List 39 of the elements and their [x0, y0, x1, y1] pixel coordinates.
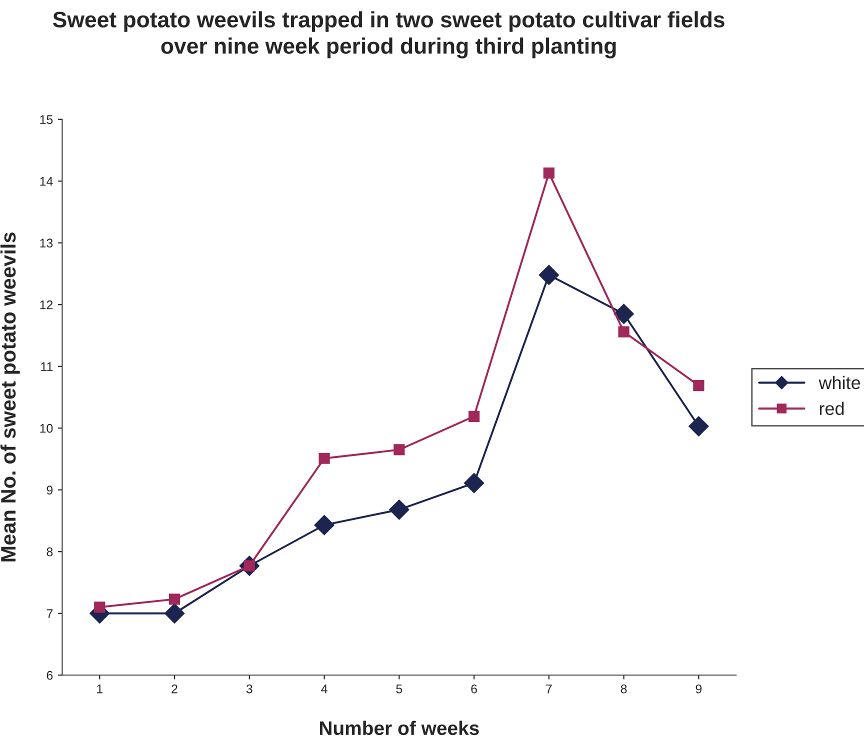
legend-label: white	[818, 376, 860, 390]
y-tick-label: 14	[40, 177, 53, 186]
point	[543, 168, 554, 179]
y-tick-label: 9	[46, 486, 53, 495]
point	[394, 444, 405, 456]
point	[464, 473, 484, 494]
x-tick-label: 7	[546, 684, 552, 694]
point	[614, 304, 634, 324]
y-axis-title: Mean No. of sweet potato weevils	[0, 232, 20, 562]
y-tick-label: 7	[46, 609, 53, 618]
x-tick-label: 3	[246, 684, 252, 694]
point	[389, 500, 410, 520]
y-tick-label: 11	[41, 362, 53, 371]
y-tick-label: 6	[46, 670, 53, 680]
y-tick-label: 10	[40, 424, 53, 433]
point	[468, 410, 480, 422]
point	[168, 594, 180, 605]
x-tick-label: 1	[97, 684, 103, 694]
y-tick-label: 15	[40, 115, 53, 124]
y-tick-label: 8	[46, 547, 53, 556]
x-tick-label: 2	[172, 684, 178, 694]
x-tick-label: 9	[696, 684, 702, 694]
point	[693, 380, 704, 392]
y-tick-label: 12	[40, 300, 53, 310]
y-tick-label: 13	[40, 238, 53, 248]
point	[538, 264, 559, 285]
point	[314, 515, 334, 536]
x-axis-title: Number of weeks	[320, 720, 479, 736]
chart-title: Sweet potato weevils trapped in two sweet potato cultivar fields over nine week period during third planting	[52, 11, 724, 58]
x-tick-label: 6	[471, 684, 477, 694]
point	[318, 452, 330, 464]
point	[94, 602, 106, 613]
x-tick-label: 5	[396, 684, 402, 694]
x-tick-label: 4	[321, 684, 328, 694]
legend-label: red	[820, 402, 844, 416]
point	[164, 603, 185, 624]
point	[618, 326, 630, 338]
point	[688, 416, 709, 436]
x-tick-label: 8	[620, 684, 627, 694]
